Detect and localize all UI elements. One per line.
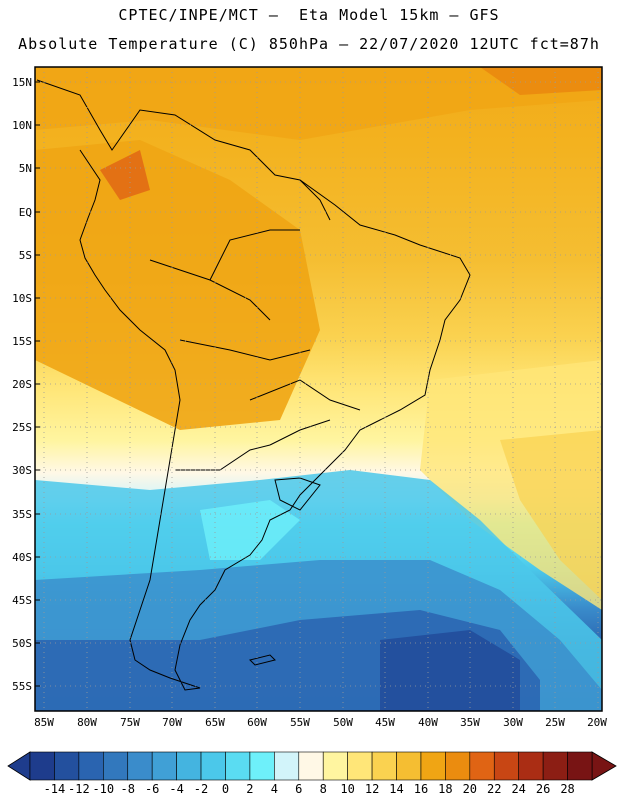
- colorbar-label: 12: [364, 782, 380, 796]
- colorbar-cell: [200, 751, 226, 781]
- colorbar-cell: [298, 751, 324, 781]
- lat-label: 55S: [12, 680, 32, 693]
- lat-label: 15N: [12, 76, 32, 89]
- colorbar-label: -2: [193, 782, 209, 796]
- map-frame: [34, 66, 603, 712]
- colorbar-label: 10: [340, 782, 355, 796]
- colorbar-cell: [420, 751, 446, 781]
- colorbar-label: 4: [270, 782, 278, 796]
- colorbar-cell: [127, 751, 153, 781]
- lat-label: 45S: [12, 594, 32, 607]
- colorbar-cell: [493, 751, 519, 781]
- colorbar-cell: [225, 751, 251, 781]
- colorbar-cell: [542, 751, 568, 781]
- lon-label: 75W: [120, 716, 140, 729]
- lon-label: 50W: [333, 716, 353, 729]
- lon-label: 45W: [375, 716, 395, 729]
- colorbar-label: 26: [535, 782, 551, 796]
- colorbar-label: 6: [295, 782, 303, 796]
- colorbar-cell: [445, 751, 471, 781]
- colorbar-label: -4: [169, 782, 184, 796]
- lon-label: 85W: [34, 716, 54, 729]
- chart-title-line2: Absolute Temperature (C) 850hPa – 22/07/…: [18, 35, 600, 53]
- colorbar-cell: [151, 751, 177, 781]
- lat-label: 5S: [18, 249, 32, 262]
- colorbar-label: -12: [68, 782, 90, 796]
- axis-ticks: [35, 81, 40, 687]
- colorbar-label: 16: [413, 782, 429, 796]
- colorbar-label: -14: [43, 782, 66, 796]
- colorbar-cell: [54, 751, 80, 781]
- lon-label: 20W: [587, 716, 607, 729]
- colorbar-cell: [176, 751, 202, 781]
- colorbar-label: 20: [462, 782, 478, 796]
- colorbar: [7, 751, 617, 781]
- colorbar-cell: [371, 751, 397, 781]
- lat-label: 25S: [12, 421, 32, 434]
- colorbar-label: 22: [487, 782, 502, 796]
- colorbar-label: -6: [144, 782, 160, 796]
- colorbar-label: 0: [221, 782, 230, 796]
- temperature-field: [35, 67, 602, 711]
- colorbar-cell: [103, 751, 129, 781]
- colorbar-cell: [322, 751, 348, 781]
- lat-label: 30S: [12, 464, 32, 477]
- colorbar-label: 2: [246, 782, 254, 796]
- lon-label: 35W: [460, 716, 480, 729]
- colorbar-label: 8: [319, 782, 327, 796]
- colorbar-cell: [29, 751, 55, 781]
- lat-label: 50S: [12, 637, 32, 650]
- lat-label: 10N: [12, 119, 32, 132]
- colorbar-label: -10: [92, 782, 115, 796]
- colorbar-label: 14: [389, 782, 404, 796]
- colorbar-label: 24: [511, 782, 526, 796]
- colorbar-label: -8: [120, 782, 135, 796]
- colorbar-label: 18: [438, 782, 453, 796]
- colorbar-cell: [518, 751, 544, 781]
- chart-title-line1: CPTEC/INPE/MCT – Eta Model 15km – GFS: [118, 6, 500, 24]
- lon-label: 60W: [247, 716, 267, 729]
- colorbar-cell: [469, 751, 495, 781]
- colorbar-cell: [249, 751, 275, 781]
- lat-label: 15S: [12, 335, 32, 348]
- lon-label: 80W: [77, 716, 97, 729]
- colorbar-cell: [396, 751, 422, 781]
- lat-label: 5N: [18, 162, 32, 175]
- colorbar-cell: [567, 751, 593, 781]
- lat-label: EQ: [18, 206, 32, 219]
- colorbar-cell: [347, 751, 373, 781]
- colorbar-cell: [274, 751, 300, 781]
- lat-label: 40S: [12, 551, 32, 564]
- lon-label: 30W: [503, 716, 523, 729]
- lat-label: 35S: [12, 508, 32, 521]
- colorbar-label: 28: [560, 782, 575, 796]
- lat-label: 10S: [12, 292, 32, 305]
- colorbar-cell: [78, 751, 104, 781]
- lon-label: 40W: [418, 716, 438, 729]
- colorbar-min-arrow: [7, 751, 31, 781]
- lon-label: 55W: [290, 716, 310, 729]
- coastlines: [36, 79, 471, 691]
- colorbar-max-arrow: [591, 751, 617, 781]
- lon-label: 25W: [545, 716, 565, 729]
- lat-label: 20S: [12, 378, 32, 391]
- lon-label: 70W: [162, 716, 182, 729]
- lon-label: 65W: [205, 716, 225, 729]
